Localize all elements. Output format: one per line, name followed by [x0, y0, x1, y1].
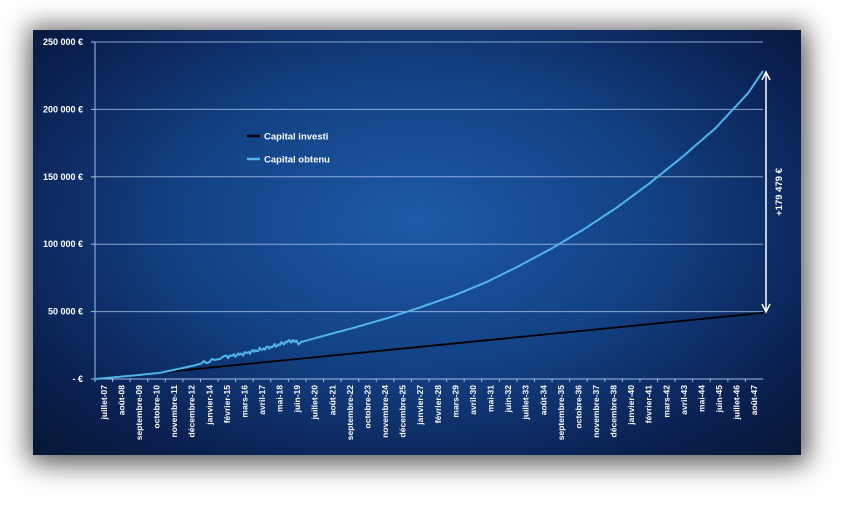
x-tick-label: août-21 [327, 385, 337, 416]
annotation-label: +179 479 € [774, 167, 785, 216]
grid [94, 41, 763, 380]
y-tick-label: - € [72, 374, 83, 384]
legend-label: Capital obtenu [264, 155, 330, 166]
x-tick-label: avril-43 [679, 385, 689, 415]
x-tick-label: juillet-33 [521, 385, 531, 421]
x-tick-label: juin-32 [503, 385, 513, 414]
x-tick-label: juin-45 [714, 385, 724, 414]
x-tick-label: décembre-25 [398, 385, 408, 438]
x-tick-label: septembre-35 [556, 385, 566, 441]
x-tick-label: décembre-12 [187, 385, 197, 438]
x-tick-label: novembre-24 [380, 385, 390, 438]
x-tick-label: août-08 [116, 385, 126, 416]
y-tick-label: 150 000 € [43, 172, 83, 182]
x-tick-label: juillet-46 [732, 385, 742, 421]
x-tick-label: juin-19 [292, 385, 302, 414]
series-capital-investi-line [94, 312, 764, 380]
x-tick-label: octobre-10 [152, 385, 162, 429]
x-axis-ticks: juillet-07 août-08 septembre-09 octobre-10 n… [94, 379, 759, 441]
x-tick-label: janvier-14 [204, 385, 214, 426]
x-tick-label: juillet-20 [310, 385, 320, 421]
series-layer [94, 70, 764, 380]
x-tick-label: mai-31 [486, 385, 496, 412]
x-tick-label: novembre-37 [591, 385, 601, 438]
y-tick-label: 200 000 € [43, 104, 83, 114]
y-tick-label: 50 000 € [48, 307, 83, 317]
y-axis-ticks: 250 000 € 200 000 € 150 000 € 100 000 € 50 0… [43, 37, 95, 384]
x-tick-label: mars-29 [450, 385, 460, 418]
x-tick-label: mars-16 [239, 385, 249, 418]
y-tick-label: 250 000 € [43, 37, 83, 47]
legend: Capital investi Capital obtenu [247, 132, 330, 166]
x-tick-label: avril-17 [257, 385, 267, 415]
x-tick-label: février-41 [644, 385, 654, 424]
x-tick-label: août-47 [749, 385, 759, 416]
x-tick-label: août-34 [538, 385, 548, 416]
annotation: +179 479 € [761, 70, 785, 314]
x-tick-label: février-28 [433, 385, 443, 424]
annotation-arrow-head-bottom [761, 303, 771, 314]
x-tick-label: septembre-22 [345, 385, 355, 441]
legend-label: Capital investi [264, 132, 328, 143]
chart-frame [33, 30, 801, 455]
x-tick-label: avril-30 [468, 385, 478, 415]
x-tick-label: octobre-36 [573, 385, 583, 429]
x-tick-label: janvier-27 [415, 385, 425, 426]
x-tick-label: novembre-11 [169, 385, 179, 438]
y-tick-label: 100 000 € [43, 239, 83, 249]
x-tick-label: janvier-40 [626, 385, 636, 426]
x-tick-label: septembre-09 [134, 385, 144, 441]
x-tick-label: février-15 [222, 385, 232, 424]
x-tick-label: juillet-07 [99, 385, 109, 421]
series-capital-obtenu-line [94, 70, 764, 380]
x-tick-label: décembre-38 [609, 385, 619, 438]
x-tick-label: mai-44 [696, 385, 706, 412]
x-tick-label: mai-18 [275, 385, 285, 412]
x-tick-label: octobre-23 [362, 385, 372, 429]
annotation-arrow-head-top [761, 70, 771, 81]
x-tick-label: mars-42 [661, 385, 671, 418]
